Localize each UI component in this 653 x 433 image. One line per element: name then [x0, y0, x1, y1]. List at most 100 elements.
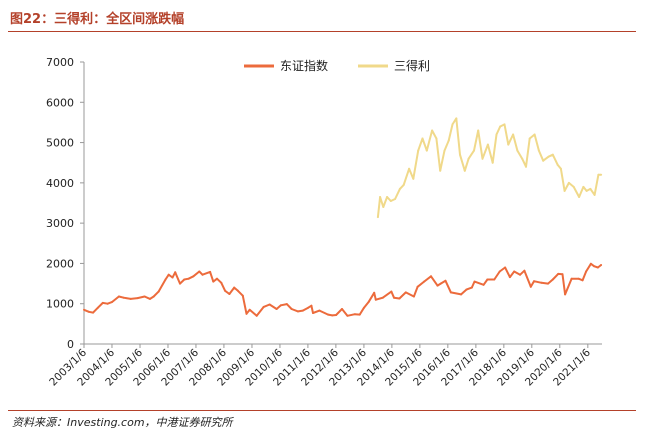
x-axis: 2003/1/62004/1/62005/1/62006/1/62007/1/6… — [47, 343, 602, 388]
data-point — [585, 189, 588, 192]
data-point — [467, 157, 470, 160]
data-point — [477, 129, 480, 132]
data-point — [593, 193, 596, 196]
data-point — [101, 301, 104, 304]
data-point — [245, 312, 248, 315]
data-point — [449, 291, 452, 294]
data-point — [110, 301, 113, 304]
data-point — [212, 280, 215, 283]
data-point — [122, 296, 125, 299]
data-point — [564, 293, 567, 296]
data-point — [443, 149, 446, 152]
data-point — [577, 277, 580, 280]
data-point — [174, 271, 177, 274]
data-point — [402, 183, 405, 186]
figure-title: 图22：三得利：全区间涨跌幅 — [10, 12, 185, 27]
data-point — [460, 293, 463, 296]
data-point — [593, 265, 596, 268]
data-point — [374, 298, 377, 301]
data-point — [486, 278, 489, 281]
data-point — [435, 137, 438, 140]
data-point — [470, 286, 473, 289]
data-point — [412, 177, 415, 180]
data-point — [192, 275, 195, 278]
y-tick-label: 4000 — [46, 177, 74, 190]
data-point — [224, 289, 227, 292]
data-point — [557, 272, 560, 275]
data-point — [327, 313, 330, 316]
data-point — [439, 282, 442, 285]
data-point — [473, 280, 476, 283]
data-point — [279, 304, 282, 307]
data-point — [290, 308, 293, 310]
data-point — [533, 280, 535, 283]
data-point — [542, 159, 545, 162]
data-point — [430, 275, 432, 278]
data-point — [547, 155, 550, 158]
data-point — [157, 290, 160, 293]
data-point — [83, 308, 85, 311]
data-point — [201, 273, 204, 276]
data-point — [581, 279, 584, 282]
data-point — [600, 264, 603, 266]
data-point — [495, 133, 498, 136]
data-point — [455, 117, 458, 120]
data-point — [439, 169, 442, 172]
data-point — [412, 295, 415, 298]
data-point — [516, 149, 519, 152]
data-point — [596, 266, 599, 269]
y-tick-label: 0 — [67, 338, 74, 351]
data-point — [561, 273, 564, 276]
data-point — [363, 306, 365, 309]
data-point — [164, 278, 167, 281]
plot-area — [83, 117, 603, 317]
data-point — [367, 300, 370, 303]
source-divider — [8, 410, 636, 411]
data-point — [537, 149, 540, 152]
data-point — [551, 278, 554, 281]
data-point — [216, 277, 218, 280]
data-point — [504, 266, 507, 269]
data-point — [379, 196, 382, 198]
data-point — [508, 276, 511, 279]
data-point — [358, 313, 361, 316]
data-point — [507, 143, 510, 146]
data-point — [533, 133, 536, 136]
data-point — [92, 311, 95, 314]
data-point — [331, 314, 334, 317]
data-point — [578, 196, 581, 198]
data-point — [187, 277, 190, 280]
data-point — [393, 296, 395, 299]
data-point — [404, 291, 407, 294]
data-point — [318, 309, 321, 312]
title-divider — [8, 31, 636, 32]
y-tick-label: 5000 — [46, 137, 74, 150]
data-point — [570, 277, 573, 280]
data-point — [559, 167, 562, 170]
data-point — [540, 281, 543, 284]
data-point — [198, 270, 201, 273]
data-point — [589, 187, 592, 190]
data-point — [589, 262, 592, 265]
data-point — [129, 297, 132, 300]
data-point — [398, 187, 401, 190]
data-point — [525, 165, 527, 168]
series-1 — [83, 262, 603, 317]
data-point — [106, 302, 109, 305]
y-axis: 0 1000 2000 3000 4000 5000 6000 7000 — [46, 56, 85, 351]
source-note: 资料来源：Investing.com，中港证券研究所 — [12, 416, 233, 429]
legend-label: 三得利 — [394, 58, 430, 73]
data-point — [498, 270, 501, 273]
data-point — [297, 310, 299, 313]
data-point — [523, 269, 526, 272]
data-point — [512, 133, 515, 136]
data-point — [597, 173, 600, 176]
data-point — [275, 308, 278, 310]
data-point — [183, 278, 186, 281]
data-point — [149, 297, 151, 300]
data-point — [301, 309, 304, 312]
data-point — [285, 303, 288, 306]
data-point — [233, 286, 236, 289]
data-point — [447, 139, 450, 142]
y-tick-label: 1000 — [46, 298, 74, 311]
